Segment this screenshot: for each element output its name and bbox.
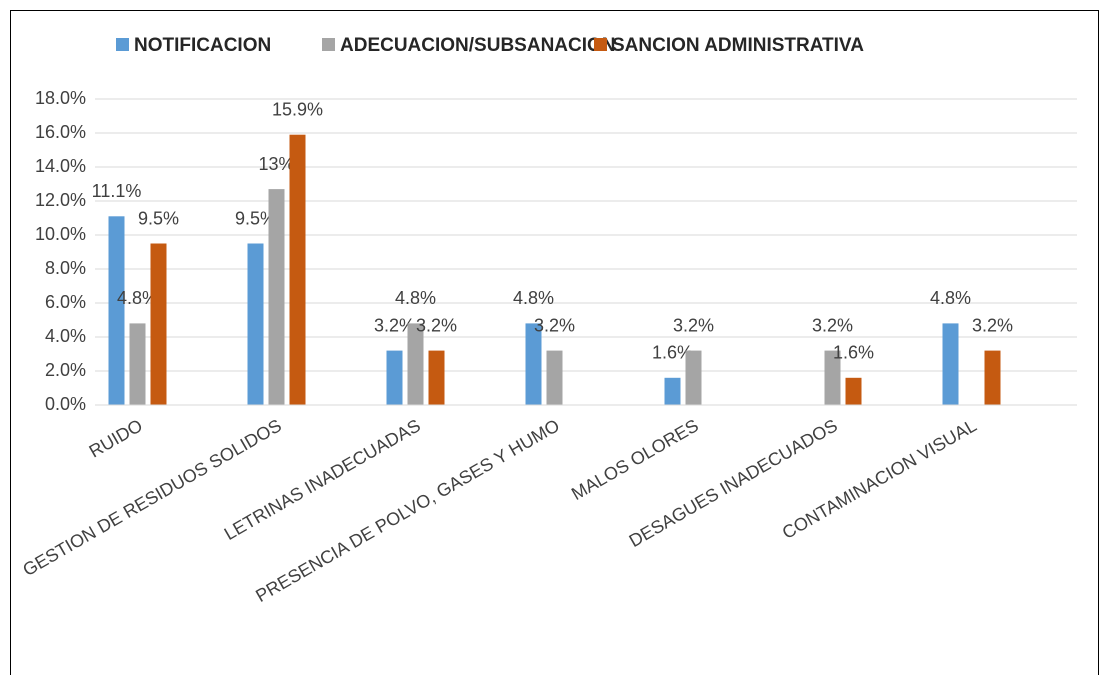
bar (942, 323, 959, 405)
y-tick-label: 12.0% (35, 190, 86, 210)
legend-swatch (594, 38, 607, 51)
data-label: 9.5% (138, 208, 179, 228)
data-label: 11.1% (92, 181, 142, 201)
bar (685, 350, 702, 405)
bar (247, 243, 264, 405)
y-tick-label: 14.0% (35, 156, 86, 176)
bar (984, 350, 1001, 405)
data-label: 3.2% (374, 315, 415, 335)
y-tick-label: 8.0% (45, 258, 86, 278)
chart-border (10, 10, 1099, 675)
bar (268, 189, 285, 405)
legend-swatch (322, 38, 335, 51)
data-label: 3.2% (416, 315, 457, 335)
bar (407, 323, 424, 405)
bar (845, 377, 862, 405)
y-tick-label: 10.0% (35, 224, 86, 244)
data-label: 3.2% (673, 315, 714, 335)
data-label: 3.2% (972, 315, 1013, 335)
legend-label: ADECUACION/SUBSANACION (340, 35, 616, 56)
bar (428, 350, 445, 405)
data-label: 1.6% (652, 343, 693, 363)
data-label: 4.8% (930, 288, 971, 308)
data-label: 3.2% (812, 315, 853, 335)
bar (824, 350, 841, 405)
legend-label: SANCION ADMINISTRATIVA (612, 35, 864, 56)
data-label: 4.8% (117, 288, 158, 308)
y-tick-label: 4.0% (45, 326, 86, 346)
legend-swatch (116, 38, 129, 51)
data-label: 3.2% (534, 315, 575, 335)
data-label: 15.9% (272, 99, 323, 119)
bar (386, 350, 403, 405)
legend-label: NOTIFICACION (134, 35, 271, 56)
bar (525, 323, 542, 405)
y-tick-label: 6.0% (45, 292, 86, 312)
bar (108, 216, 125, 405)
y-tick-label: 18.0% (35, 88, 86, 108)
bar (129, 323, 146, 405)
y-tick-label: 0.0% (45, 394, 86, 414)
data-label: 13% (258, 154, 294, 174)
bar (664, 377, 681, 405)
data-label: 1.6% (833, 343, 874, 363)
bar (150, 243, 167, 405)
data-label: 4.8% (513, 288, 554, 308)
y-tick-label: 2.0% (45, 360, 86, 380)
bar (546, 350, 563, 405)
data-label: 4.8% (395, 288, 436, 308)
data-label: 9.5% (235, 208, 276, 228)
y-tick-label: 16.0% (35, 122, 86, 142)
bar (289, 134, 306, 405)
